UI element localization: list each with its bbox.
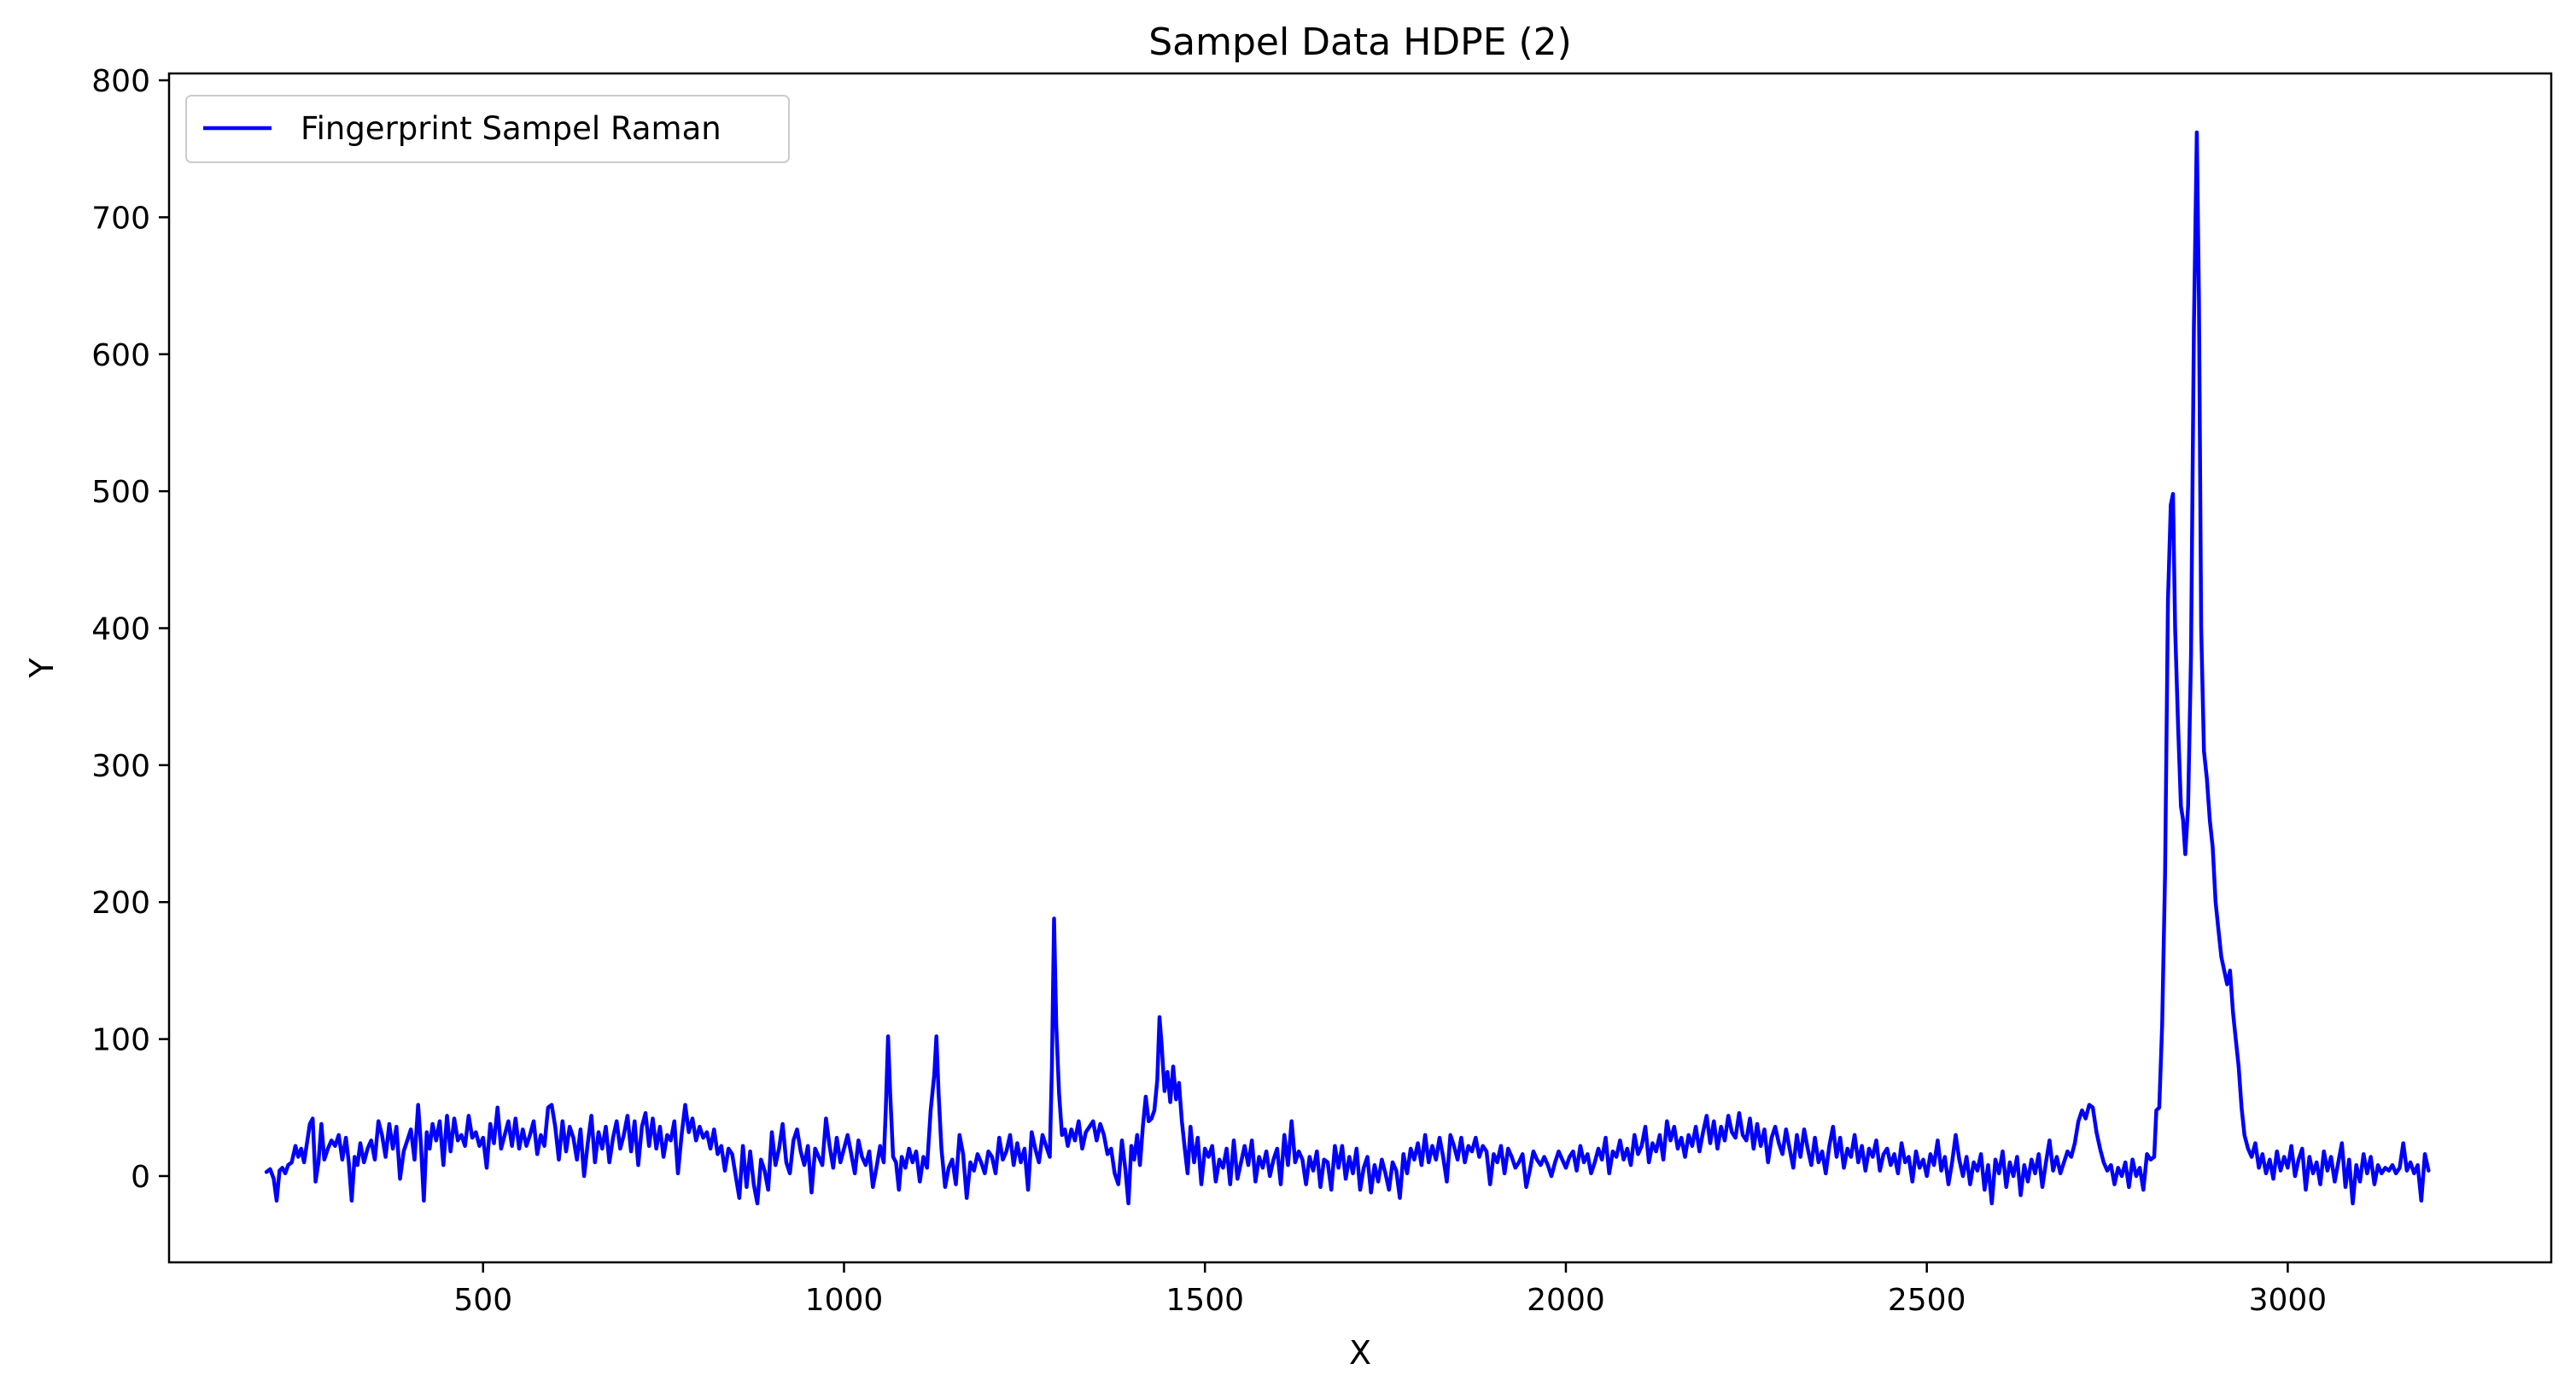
y-tick-label: 600 (91, 338, 150, 373)
x-tick-label: 500 (453, 1283, 512, 1318)
x-tick-label: 2500 (1888, 1283, 1966, 1318)
y-tick-label: 700 (91, 201, 150, 236)
x-tick-label: 1500 (1165, 1283, 1244, 1318)
legend-box (185, 95, 790, 163)
y-tick-label: 200 (91, 886, 150, 921)
y-tick-label: 0 (131, 1160, 150, 1195)
x-axis: 500 1000 1500 2000 2500 3000 (453, 1262, 2327, 1318)
y-axis-label: Y (23, 658, 61, 679)
plot-frame (167, 72, 2553, 1264)
y-tick-label: 400 (91, 612, 150, 647)
plot-area (167, 72, 2553, 1264)
y-tick-label: 100 (91, 1023, 150, 1058)
legend: Fingerprint Sampel Raman (185, 95, 790, 163)
y-axis: 0 100 200 300 400 500 600 700 800 (91, 64, 169, 1195)
y-tick-label: 300 (91, 749, 150, 784)
chart-title: Sampel Data HDPE (2) (1148, 20, 1572, 64)
x-tick-label: 2000 (1527, 1283, 1605, 1318)
legend-entry-fingerprint-sampel-raman: Fingerprint Sampel Raman (301, 110, 721, 147)
x-axis-label: X (1349, 1334, 1371, 1372)
x-tick-label: 1000 (805, 1283, 884, 1318)
series-line-fingerprint-sampel-raman (264, 130, 2431, 1206)
y-tick-label: 500 (91, 475, 150, 510)
y-tick-label: 800 (91, 64, 150, 99)
x-tick-label: 3000 (2249, 1283, 2328, 1318)
